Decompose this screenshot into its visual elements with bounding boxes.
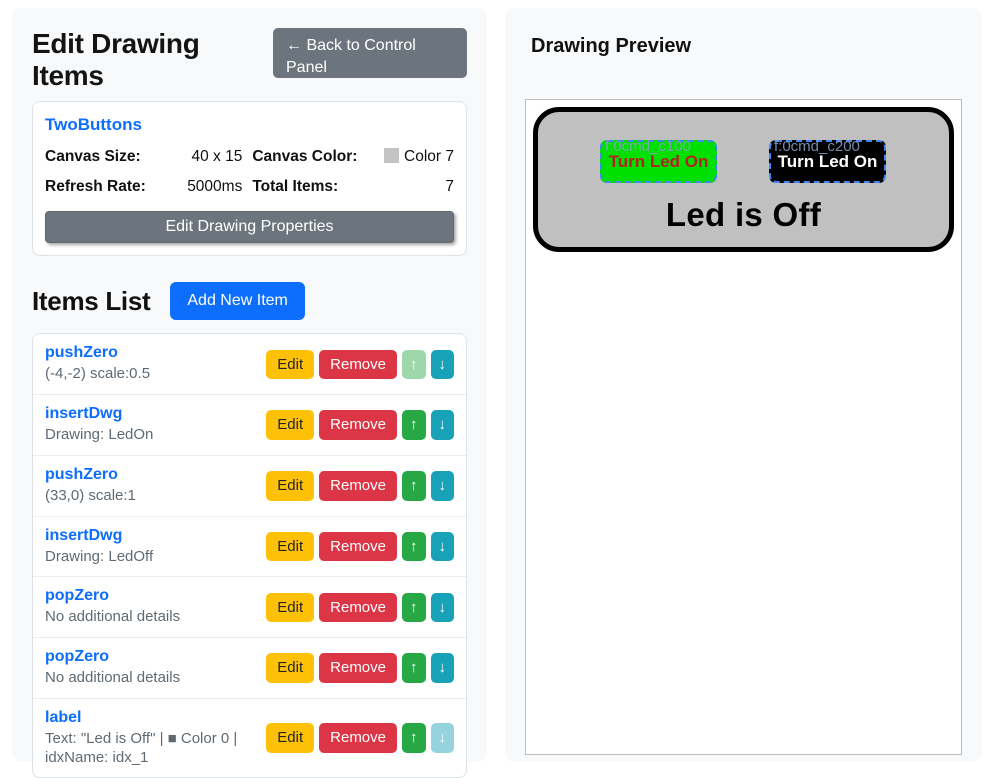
items-list: pushZero (-4,-2) scale:0.5 Edit Remove ↑…: [32, 333, 467, 778]
item-info: pushZero (-4,-2) scale:0.5: [45, 344, 150, 384]
item-detail: No additional details: [45, 669, 181, 687]
remove-item-button[interactable]: Remove: [319, 349, 397, 379]
item-name: pushZero: [45, 344, 118, 362]
canvas-color-value: Color 7: [367, 148, 454, 166]
drawing-info-grid: Canvas Size: 40 x 15 Canvas Color: Color…: [45, 148, 454, 196]
item-name: insertDwg: [45, 526, 123, 544]
item-detail: Drawing: LedOff: [45, 547, 154, 565]
item-row: popZero No additional details Edit Remov…: [33, 577, 466, 639]
item-actions: Edit Remove ↑ ↓: [266, 471, 454, 501]
item-detail: Text: "Led is Off" | ■ Color 0 | idxName…: [45, 729, 238, 766]
move-down-button[interactable]: ↓: [430, 471, 454, 501]
item-detail: Drawing: LedOn: [45, 426, 154, 444]
canvas-color-label: Canvas Color:: [252, 148, 358, 166]
item-detail: No additional details: [45, 608, 181, 626]
refresh-rate-label: Refresh Rate:: [45, 178, 146, 196]
remove-item-button[interactable]: Remove: [319, 410, 397, 440]
item-info: insertDwg Drawing: LedOn: [45, 405, 153, 445]
drawing-name: TwoButtons: [45, 115, 142, 135]
item-detail: (33,0) scale:1: [45, 486, 136, 504]
refresh-rate-value: 5000ms: [187, 178, 243, 196]
item-info: popZero No additional details: [45, 587, 180, 627]
edit-drawing-items-panel: Edit Drawing Items ← Back to Control Pan…: [12, 8, 487, 778]
move-down-button[interactable]: ↓: [430, 531, 454, 562]
item-actions: Edit Remove ↑ ↓: [266, 592, 454, 622]
move-up-button[interactable]: ↑: [402, 471, 426, 501]
drawing-preview-title: Drawing Preview: [531, 35, 692, 57]
item-actions: Edit Remove ↑ ↓: [266, 410, 454, 440]
back-to-control-panel-button[interactable]: ← Back to Control Panel: [273, 28, 467, 78]
remove-item-button[interactable]: Remove: [319, 723, 397, 753]
edit-item-button[interactable]: Edit: [266, 723, 315, 753]
led-status-text: Led is Off: [665, 196, 822, 233]
item-name: insertDwg: [45, 405, 123, 423]
items-list-title: Items List: [32, 285, 151, 316]
drawing-info-card: TwoButtons Canvas Size: 40 x 15 Canvas C…: [32, 101, 467, 257]
page-title: Edit Drawing Items: [32, 28, 200, 92]
move-down-button[interactable]: ↓: [430, 410, 454, 440]
edit-item-button[interactable]: Edit: [266, 653, 315, 683]
canvas-size-label: Canvas Size:: [45, 148, 141, 166]
item-info: pushZero (33,0) scale:1: [45, 466, 136, 506]
total-items-label: Total Items:: [252, 178, 339, 196]
drawing-preview-panel: Drawing Preview f:0cmd_c100 Turn Led On …: [505, 8, 982, 762]
move-down-button[interactable]: ↓: [430, 653, 454, 683]
move-down-button[interactable]: ↓: [430, 592, 454, 622]
total-items-value: 7: [445, 178, 454, 196]
turn-led-on-label: Turn Led On: [608, 151, 709, 171]
edit-item-button[interactable]: Edit: [266, 410, 315, 440]
left-panel-header: Edit Drawing Items ← Back to Control Pan…: [32, 28, 467, 92]
item-row: pushZero (-4,-2) scale:0.5 Edit Remove ↑…: [33, 334, 466, 396]
remove-item-button[interactable]: Remove: [319, 531, 397, 562]
item-row: pushZero (33,0) scale:1 Edit Remove ↑ ↓: [33, 456, 466, 517]
move-down-button[interactable]: ↓: [430, 723, 454, 753]
move-up-button[interactable]: ↑: [402, 723, 426, 753]
remove-item-button[interactable]: Remove: [319, 471, 397, 501]
item-actions: Edit Remove ↑ ↓: [266, 349, 454, 379]
move-up-button[interactable]: ↑: [402, 592, 426, 622]
item-info: insertDwg Drawing: LedOff: [45, 527, 153, 567]
preview-canvas-container: f:0cmd_c100 Turn Led On f:0cmd_c200 Turn…: [525, 99, 962, 755]
items-list-header: Items List Add New Item: [32, 282, 467, 321]
turn-led-on-button-black[interactable]: f:0cmd_c200 Turn Led On: [769, 138, 886, 183]
edit-item-button[interactable]: Edit: [266, 531, 315, 562]
item-row: popZero No additional details Edit Remov…: [33, 638, 466, 699]
remove-item-button[interactable]: Remove: [319, 592, 397, 622]
add-new-item-button[interactable]: Add New Item: [170, 282, 305, 321]
edit-drawing-properties-button[interactable]: Edit Drawing Properties: [45, 211, 454, 244]
item-row: insertDwg Drawing: LedOn Edit Remove ↑ ↓: [33, 395, 466, 456]
move-up-button[interactable]: ↑: [402, 531, 426, 562]
canvas-size-value: 40 x 15: [191, 148, 243, 166]
edit-item-button[interactable]: Edit: [266, 349, 315, 379]
item-row: label Text: "Led is Off" | ■ Color 0 | i…: [33, 699, 466, 778]
move-up-button[interactable]: ↑: [402, 410, 426, 440]
item-actions: Edit Remove ↑ ↓: [266, 653, 454, 683]
item-actions: Edit Remove ↑ ↓: [266, 723, 454, 753]
item-detail: (-4,-2) scale:0.5: [45, 365, 151, 383]
item-name: pushZero: [45, 465, 118, 483]
drawing-canvas: f:0cmd_c100 Turn Led On f:0cmd_c200 Turn…: [533, 107, 954, 252]
edit-item-button[interactable]: Edit: [266, 592, 315, 622]
edit-item-button[interactable]: Edit: [266, 471, 315, 501]
canvas-color-swatch: [384, 148, 400, 164]
remove-item-button[interactable]: Remove: [319, 653, 397, 683]
move-up-button[interactable]: ↑: [402, 653, 426, 683]
turn-led-on-button-green[interactable]: f:0cmd_c100 Turn Led On: [600, 138, 717, 183]
item-actions: Edit Remove ↑ ↓: [266, 531, 454, 562]
item-row: insertDwg Drawing: LedOff Edit Remove ↑ …: [33, 517, 466, 578]
item-info: label Text: "Led is Off" | ■ Color 0 | i…: [45, 709, 266, 768]
turn-led-on-label: Turn Led On: [777, 151, 878, 171]
item-name: popZero: [45, 648, 109, 666]
item-info: popZero No additional details: [45, 648, 180, 688]
move-up-button[interactable]: ↑: [402, 349, 426, 379]
item-name: label: [45, 708, 82, 726]
move-down-button[interactable]: ↓: [430, 349, 454, 379]
item-name: popZero: [45, 587, 109, 605]
